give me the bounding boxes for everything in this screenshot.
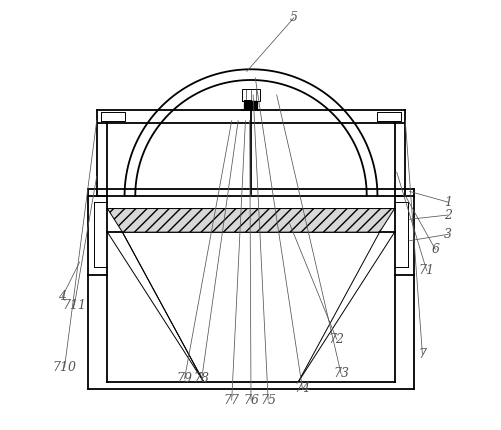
- Text: 4: 4: [58, 290, 66, 303]
- Text: 73: 73: [332, 367, 348, 380]
- Text: 711: 711: [62, 298, 86, 311]
- Text: 71: 71: [418, 264, 434, 277]
- Text: 5: 5: [289, 11, 297, 25]
- Text: 2: 2: [443, 209, 451, 221]
- Text: 79: 79: [176, 372, 192, 385]
- Text: 77: 77: [223, 393, 239, 407]
- Text: 6: 6: [430, 243, 438, 256]
- Text: 710: 710: [53, 361, 76, 374]
- Text: 7: 7: [418, 348, 425, 361]
- Text: 78: 78: [193, 372, 209, 385]
- Text: 72: 72: [328, 333, 344, 346]
- Text: 3: 3: [443, 228, 451, 241]
- Text: 74: 74: [294, 382, 310, 395]
- Text: 75: 75: [260, 393, 276, 407]
- Text: 1: 1: [443, 196, 451, 209]
- Text: 76: 76: [242, 393, 259, 407]
- Polygon shape: [107, 209, 394, 232]
